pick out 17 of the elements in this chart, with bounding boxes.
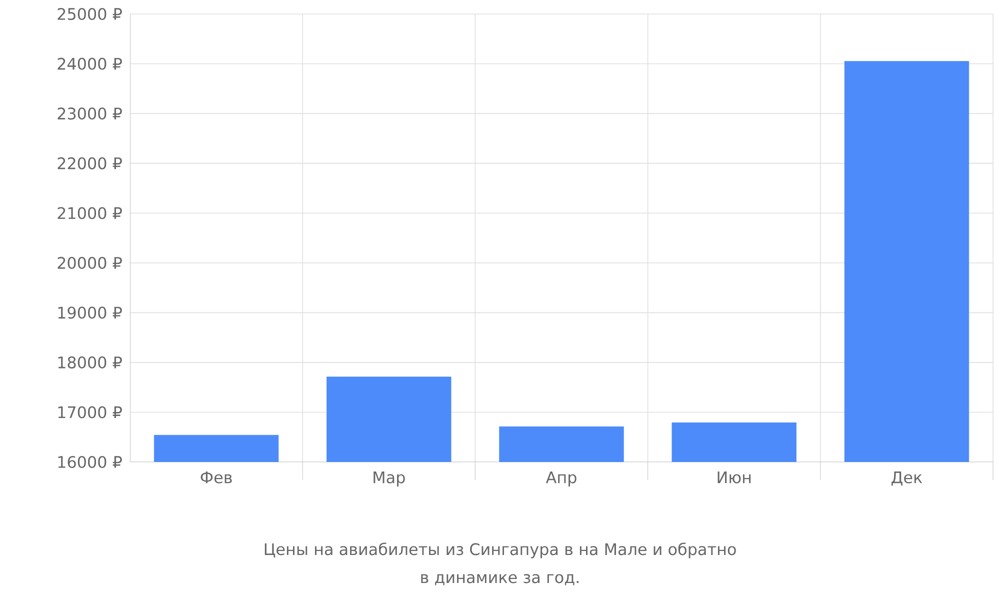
y-tick-label: 23000 ₽ <box>58 108 122 120</box>
y-tick-label: 19000 ₽ <box>58 306 122 319</box>
y-tick-label: 20000 ₽ <box>58 256 122 269</box>
y-tick-label: 16000 ₽ <box>58 456 122 468</box>
x-axis-title: Цены на авиабилеты из Сингапура в на Мале и обратно <box>264 542 736 558</box>
y-tick-label: 22000 ₽ <box>58 157 122 170</box>
x-tick-label: Дек <box>892 472 922 486</box>
y-tick-label: 24000 ₽ <box>58 58 122 70</box>
y-tick-label: 17000 ₽ <box>58 406 122 418</box>
y-tick-label: 18000 ₽ <box>58 356 122 368</box>
y-tick-label: 21000 ₽ <box>58 207 122 220</box>
x-tick-label: Фев <box>200 472 232 484</box>
text: в динамике за год. <box>421 574 578 586</box>
x-tick-label: Апр <box>546 472 576 486</box>
x-tick-label: Июн <box>718 472 751 484</box>
y-tick-label: 25000 ₽ <box>58 8 122 20</box>
x-tick-label: Мар <box>374 472 405 486</box>
